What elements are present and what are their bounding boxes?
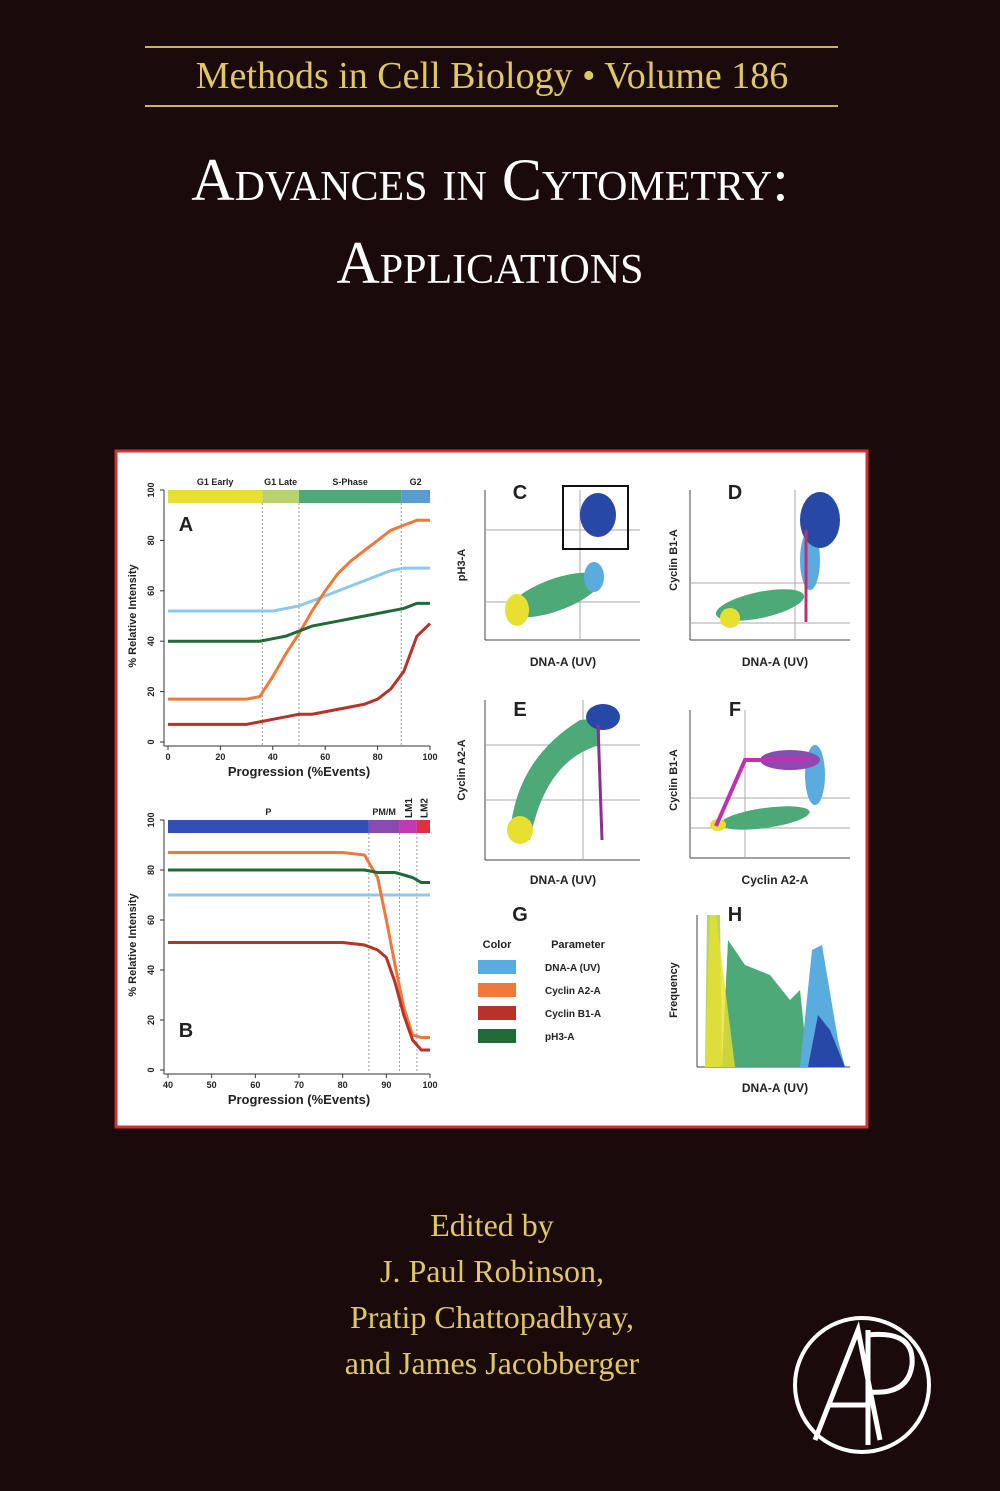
- phase-label: G1 Late: [264, 477, 297, 487]
- panel-letter: E: [513, 699, 526, 721]
- panel-letter: H: [728, 904, 742, 926]
- panel-h-plot: [696, 915, 850, 1068]
- phase-label: S-Phase: [332, 477, 368, 487]
- x-tick-label: 50: [207, 1080, 217, 1090]
- panel-letter: B: [179, 1020, 193, 1042]
- curve: [168, 941, 430, 1052]
- y-tick-label: 40: [146, 965, 156, 975]
- x-axis-label: DNA-A (UV): [530, 873, 596, 887]
- x-tick-label: 60: [250, 1080, 260, 1090]
- legend-swatch: [478, 1006, 516, 1020]
- phase-bar: [262, 490, 299, 503]
- phase-bar: [299, 490, 402, 503]
- legend-swatch: [478, 983, 516, 997]
- editor: and James Jacobberger: [345, 1345, 640, 1381]
- curve: [168, 601, 430, 643]
- y-axis-label: % Relative Intensity: [127, 892, 139, 996]
- curve: [168, 851, 430, 1039]
- y-axis-label: pH3-A: [456, 549, 468, 581]
- legend-swatch: [478, 960, 516, 974]
- x-tick-label: 80: [338, 1080, 348, 1090]
- panel-letter: C: [513, 482, 527, 504]
- y-tick-label: 80: [146, 535, 156, 545]
- x-tick-label: 100: [422, 752, 437, 762]
- phase-bar: [399, 820, 417, 833]
- legend-label: Cyclin B1-A: [545, 1009, 601, 1020]
- x-axis-label: DNA-A (UV): [530, 655, 596, 669]
- legend-label: Cyclin A2-A: [545, 986, 601, 997]
- y-axis-label: Cyclin A2-A: [456, 739, 468, 800]
- title: Applications: [336, 230, 643, 296]
- x-tick-label: 0: [165, 752, 170, 762]
- legend-header: Parameter: [551, 939, 606, 951]
- panel-letter: D: [728, 482, 742, 504]
- phase-label: P: [265, 807, 271, 817]
- y-axis-label: Cyclin B1-A: [668, 529, 680, 591]
- x-tick-label: 90: [381, 1080, 391, 1090]
- phase-label: LM2: [419, 798, 430, 818]
- y-tick-label: 0: [146, 739, 156, 744]
- panel-f-plot: [689, 710, 850, 859]
- legend-swatch: [478, 1029, 516, 1043]
- x-axis-label: Progression (%Events): [228, 764, 370, 779]
- x-axis-label: DNA-A (UV): [742, 1081, 808, 1095]
- phase-bar: [168, 820, 369, 833]
- y-tick-label: 60: [146, 586, 156, 596]
- y-axis-label: % Relative Intensity: [127, 563, 139, 667]
- phase-bar: [168, 490, 263, 503]
- title: Advances in Cytometry:: [191, 147, 789, 213]
- panel-c-plot: [484, 485, 640, 641]
- panel-letter: F: [729, 699, 741, 721]
- phase-bar: [368, 820, 400, 833]
- curve: [168, 518, 430, 701]
- scatter-panels: [484, 485, 850, 1068]
- y-tick-label: 20: [146, 687, 156, 697]
- phase-bar: [401, 490, 430, 503]
- x-tick-label: 20: [215, 752, 225, 762]
- panel-letter: A: [179, 514, 193, 536]
- curve: [168, 868, 430, 884]
- x-axis-label: Progression (%Events): [228, 1092, 370, 1107]
- phase-label: PM/M: [372, 807, 396, 817]
- y-tick-label: 0: [146, 1067, 156, 1072]
- publisher-logo: [793, 1316, 931, 1454]
- y-tick-label: 20: [146, 1015, 156, 1025]
- series-title: Methods in Cell Biology • Volume 186: [196, 55, 789, 97]
- x-tick-label: 40: [268, 752, 278, 762]
- phase-label: G1 Early: [197, 477, 234, 487]
- y-tick-label: 100: [146, 812, 156, 827]
- panel-d-plot: [689, 490, 850, 641]
- x-tick-label: 100: [422, 1080, 437, 1090]
- legend-label: DNA-A (UV): [545, 963, 600, 974]
- y-tick-label: 80: [146, 865, 156, 875]
- editor: J. Paul Robinson,: [380, 1253, 604, 1289]
- phase-label: LM1: [404, 798, 415, 818]
- phase-label: G2: [410, 477, 422, 487]
- y-axis-label: Frequency: [668, 961, 680, 1018]
- x-axis-label: DNA-A (UV): [742, 655, 808, 669]
- y-tick-label: 40: [146, 636, 156, 646]
- editor: Pratip Chattopadhyay,: [350, 1299, 634, 1335]
- x-tick-label: 80: [373, 752, 383, 762]
- phase-bar: [416, 820, 430, 833]
- y-tick-label: 100: [146, 482, 156, 497]
- y-axis-label: Cyclin B1-A: [668, 749, 680, 811]
- legend-header: Color: [483, 939, 512, 951]
- x-tick-label: 70: [294, 1080, 304, 1090]
- panel-letter: G: [512, 904, 528, 926]
- x-tick-label: 60: [320, 752, 330, 762]
- x-tick-label: 40: [163, 1080, 173, 1090]
- edited-by: Edited by: [430, 1207, 554, 1243]
- x-axis-label: Cyclin A2-A: [742, 873, 809, 887]
- legend-label: pH3-A: [545, 1032, 574, 1043]
- y-tick-label: 60: [146, 915, 156, 925]
- curve: [168, 622, 432, 726]
- panel-e-plot: [484, 700, 640, 861]
